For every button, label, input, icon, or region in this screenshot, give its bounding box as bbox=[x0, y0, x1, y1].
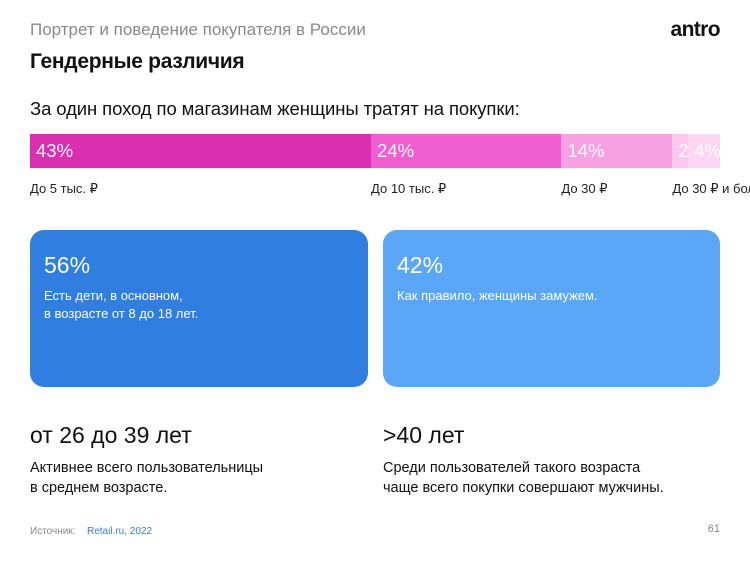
card-value: 56% bbox=[44, 252, 91, 278]
source-label: Источник: bbox=[30, 526, 76, 537]
age-group-text: Среди пользователей такого возраста чаще… bbox=[383, 460, 664, 496]
bar-segment: 14% bbox=[561, 134, 673, 168]
category-label: До 5 тыс. ₽ bbox=[30, 181, 98, 196]
card-text: Как правило, женщины замужем. bbox=[397, 288, 598, 303]
age-group-text: Активнее всего пользовательницы в средне… bbox=[30, 460, 264, 496]
segment-value-label: 4% bbox=[694, 140, 722, 161]
category-label: До 10 тыс. ₽ bbox=[371, 181, 447, 196]
age-group-title: >40 лет bbox=[383, 422, 465, 448]
bar-segment: 2% bbox=[672, 134, 705, 168]
chart-title: За один поход по магазинам женщины тратя… bbox=[30, 98, 520, 119]
source-link[interactable]: Retail.ru, 2022 bbox=[87, 526, 153, 537]
category-label: До 30 ₽ и более bbox=[672, 181, 750, 196]
antro-logo: antro bbox=[670, 18, 720, 41]
segment-value-label: 14% bbox=[567, 140, 605, 161]
age-group-title: от 26 до 39 лет bbox=[30, 422, 192, 448]
card-children: 56% Есть дети, в основном, в возрасте от… bbox=[30, 230, 368, 387]
card-text: Есть дети, в основном, в возрасте от 8 д… bbox=[44, 288, 199, 321]
bar-segment: 43% bbox=[30, 134, 372, 168]
segment-value-label: 24% bbox=[377, 140, 415, 161]
card-married: 42% Как правило, женщины замужем. bbox=[383, 230, 720, 387]
card-value: 42% bbox=[397, 252, 444, 278]
bar-segment: 24% bbox=[371, 134, 562, 168]
slide-subtitle: Портрет и поведение покупателя в России bbox=[30, 20, 366, 39]
bar-segment: 4% bbox=[688, 134, 722, 168]
page-number: 61 bbox=[707, 523, 720, 535]
slide-title: Гендерные различия bbox=[30, 50, 245, 73]
segment-value-label: 43% bbox=[36, 140, 74, 161]
category-label: До 30 ₽ bbox=[561, 181, 608, 196]
stacked-bar: 43% 24% 14% 2%4% bbox=[30, 134, 722, 168]
